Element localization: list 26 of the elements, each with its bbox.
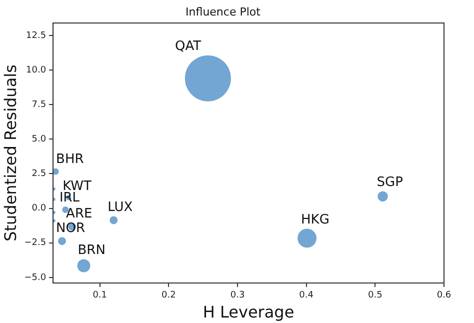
annotation: NOR	[56, 220, 86, 236]
chart-title: Influence Plot	[186, 5, 262, 18]
annotation: HKG	[301, 212, 330, 228]
annotation: BHR	[56, 152, 84, 168]
y-tick-label: 5.0	[32, 134, 46, 145]
y-tick-label: −5.0	[24, 272, 46, 283]
x-tick-label: 0.1	[92, 290, 108, 301]
annotation: BRN	[78, 243, 106, 258]
annotation: LUX	[108, 200, 133, 216]
y-axis-title: Studentized Residuals	[0, 64, 20, 242]
annotation: ARE	[66, 206, 92, 222]
y-tick-label: 2.5	[32, 169, 46, 180]
x-tick-label: 0.3	[230, 290, 245, 301]
x-tick-label: 0.2	[162, 290, 176, 301]
x-tick-label: 0.5	[368, 290, 382, 301]
annotation: QAT	[174, 39, 202, 54]
x-axis-title: H Leverage	[202, 302, 294, 322]
y-tick-label: 7.5	[32, 100, 46, 110]
annotation: IRL	[59, 190, 80, 206]
y-tick-label: 10.0	[26, 65, 46, 76]
y-tick-label: 12.5	[26, 30, 46, 41]
y-tick-label: −2.5	[24, 238, 46, 248]
y-tick-label: 0.0	[32, 204, 46, 214]
annotation: SGP	[376, 175, 404, 190]
x-tick-label: 0.6	[436, 290, 452, 301]
x-tick-label: 0.4	[299, 290, 314, 301]
